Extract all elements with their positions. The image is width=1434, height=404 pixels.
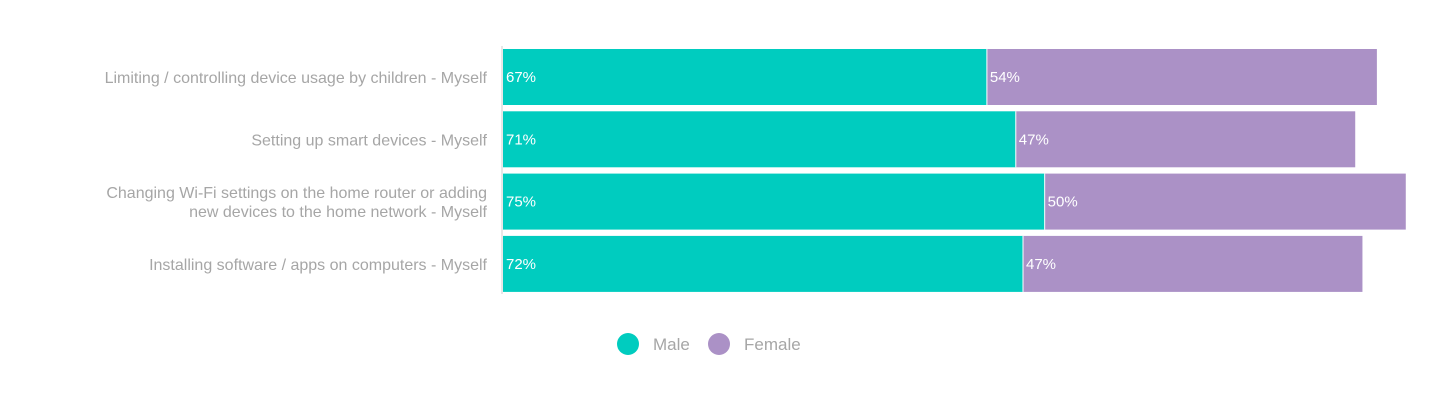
category-label-2-line-1: new devices to the home network - Myself	[189, 204, 487, 221]
legend-swatch-male	[617, 333, 639, 355]
bar-female-2	[1044, 173, 1406, 230]
bar-male-3	[503, 235, 1023, 292]
legend-label-male: Male	[653, 335, 690, 354]
bar-female-1	[1015, 111, 1356, 168]
legend-label-female: Female	[744, 335, 801, 354]
bars-layer: 67% 54% 71% 47% 75% 50% 72% 47%	[503, 49, 1406, 292]
category-label-3: Installing software / apps on computers …	[149, 257, 487, 274]
value-label-female-2: 50%	[1048, 194, 1078, 211]
value-label-male-1: 71%	[506, 131, 536, 148]
value-label-male-3: 72%	[506, 256, 536, 273]
bar-female-3	[1023, 235, 1363, 292]
bar-female-0	[986, 49, 1377, 105]
category-label-2-line-0: Changing Wi-Fi settings on the home rout…	[106, 185, 487, 202]
value-label-female-0: 54%	[990, 69, 1020, 86]
legend-swatch-female	[708, 333, 730, 355]
bar-male-2	[503, 173, 1045, 230]
legend: Male Female	[617, 333, 801, 355]
bar-male-1	[503, 111, 1016, 168]
category-label-1: Setting up smart devices - Myself	[251, 132, 487, 149]
bar-male-0	[503, 49, 987, 105]
value-label-male-0: 67%	[506, 69, 536, 86]
value-label-female-1: 47%	[1019, 131, 1049, 148]
value-label-male-2: 75%	[506, 194, 536, 211]
value-label-female-3: 47%	[1026, 256, 1056, 273]
category-labels: Limiting / controlling device usage by c…	[105, 70, 488, 274]
category-label-0: Limiting / controlling device usage by c…	[105, 70, 488, 87]
